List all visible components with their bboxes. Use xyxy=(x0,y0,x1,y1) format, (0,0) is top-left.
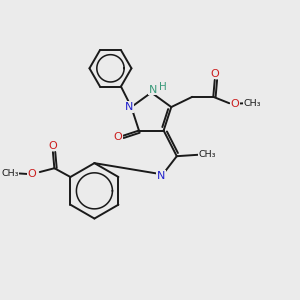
Text: O: O xyxy=(113,132,122,142)
Text: N: N xyxy=(125,102,133,112)
Text: O: O xyxy=(49,141,57,151)
Text: CH₃: CH₃ xyxy=(1,169,19,178)
Text: H: H xyxy=(158,82,166,92)
Text: N: N xyxy=(157,171,165,181)
Text: CH₃: CH₃ xyxy=(243,99,260,108)
Text: O: O xyxy=(230,99,239,109)
Text: CH₃: CH₃ xyxy=(198,150,216,159)
Text: N: N xyxy=(148,85,157,94)
Text: O: O xyxy=(27,169,36,179)
Text: O: O xyxy=(210,68,219,79)
